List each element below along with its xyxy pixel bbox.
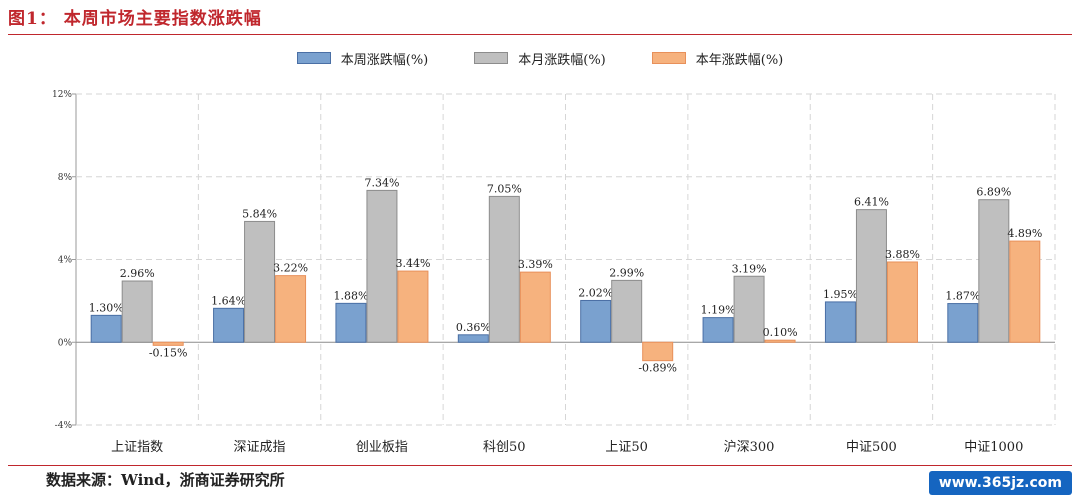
bar-year [1009, 240, 1041, 343]
legend-swatch-week [296, 52, 331, 64]
y-tick-label: 0% [58, 338, 73, 348]
data-label-year: -0.15% [149, 346, 188, 359]
data-label-month: 6.41% [854, 196, 889, 209]
bar-week [580, 299, 612, 343]
bar-year [152, 341, 184, 346]
source-note: 数据来源：Wind，浙商证券研究所 [46, 471, 285, 489]
bar-week [702, 317, 734, 343]
x-category-label: 深证成指 [234, 440, 286, 455]
bar-year [764, 339, 796, 343]
x-category-label: 科创50 [483, 440, 526, 455]
data-label-week: 2.02% [578, 286, 613, 299]
bar-year [397, 270, 429, 343]
bar-chart: -4% 0% 4% 8% 12% 1.30% 2.96% -0.15% 上证指数 1.64% 5.8… [52, 90, 1056, 455]
figure-title: 图1： 本周市场主要指数涨跌幅 [8, 9, 262, 29]
x-category-label: 沪深300 [724, 439, 775, 455]
bar-month [855, 209, 887, 343]
data-label-year: 3.88% [885, 248, 920, 261]
x-category-label: 上证指数 [111, 440, 163, 455]
legend-item-week: 本周涨跌幅(%) [296, 49, 429, 68]
data-label-month: 6.89% [976, 186, 1011, 199]
data-label-week: 0.36% [456, 321, 491, 334]
x-category-label: 创业板指 [356, 440, 408, 455]
bar-week [824, 301, 856, 343]
legend-swatch-year [651, 52, 686, 64]
bar-week [90, 314, 122, 343]
y-tick-label: -4% [55, 421, 73, 431]
bar-month [244, 220, 276, 343]
data-label-week: 1.95% [823, 288, 858, 301]
legend-item-year: 本年涨跌幅(%) [651, 49, 784, 68]
data-label-month: 5.84% [242, 207, 277, 220]
bar-month [611, 279, 643, 343]
data-label-week: 1.87% [945, 290, 980, 303]
bar-week [335, 302, 367, 343]
legend-label-month: 本月涨跌幅(%) [518, 52, 606, 68]
bar-month [978, 199, 1010, 343]
bar-week [947, 303, 979, 343]
data-label-year: 0.10% [763, 326, 798, 339]
bar-month [733, 275, 765, 343]
data-label-month: 2.99% [609, 266, 644, 279]
chart-legend: 本周涨跌幅(%) 本月涨跌幅(%) 本年涨跌幅(%) [0, 46, 1080, 70]
bar-week [213, 307, 245, 343]
data-label-year: 3.39% [518, 258, 553, 271]
title-divider [8, 34, 1072, 35]
data-label-year: -0.89% [638, 362, 677, 375]
x-category-label: 中证500 [846, 440, 897, 455]
bar-year [519, 271, 551, 343]
bar-month [121, 280, 153, 343]
x-category-label: 上证50 [605, 440, 648, 455]
bar-month [488, 195, 520, 343]
legend-label-week: 本周涨跌幅(%) [340, 52, 429, 68]
data-label-year: 3.44% [395, 257, 430, 270]
bar-year [642, 341, 674, 362]
y-tick-label: 12% [52, 90, 72, 100]
bar-month [366, 189, 398, 343]
data-label-week: 1.30% [89, 301, 124, 314]
bar-year [275, 275, 307, 343]
x-category-label: 中证1000 [964, 440, 1023, 455]
data-label-year: 3.22% [273, 262, 308, 275]
data-label-month: 7.34% [364, 176, 399, 189]
bar-year [886, 261, 918, 343]
legend-item-month: 本月涨跌幅(%) [474, 49, 606, 68]
data-label-week: 1.19% [701, 304, 736, 317]
watermark: www.365jz.com [928, 471, 1072, 495]
data-label-year: 4.89% [1007, 227, 1042, 240]
data-label-month: 2.96% [120, 267, 155, 280]
data-label-week: 1.64% [211, 294, 246, 307]
bar-week [457, 334, 489, 343]
data-label-month: 7.05% [487, 182, 522, 195]
data-label-month: 3.19% [732, 262, 767, 275]
source-divider [8, 465, 1072, 466]
legend-swatch-month [474, 52, 509, 64]
data-label-week: 1.88% [333, 289, 368, 302]
y-tick-label: 4% [58, 256, 73, 266]
y-tick-label: 8% [58, 173, 73, 183]
legend-label-year: 本年涨跌幅(%) [695, 52, 784, 68]
